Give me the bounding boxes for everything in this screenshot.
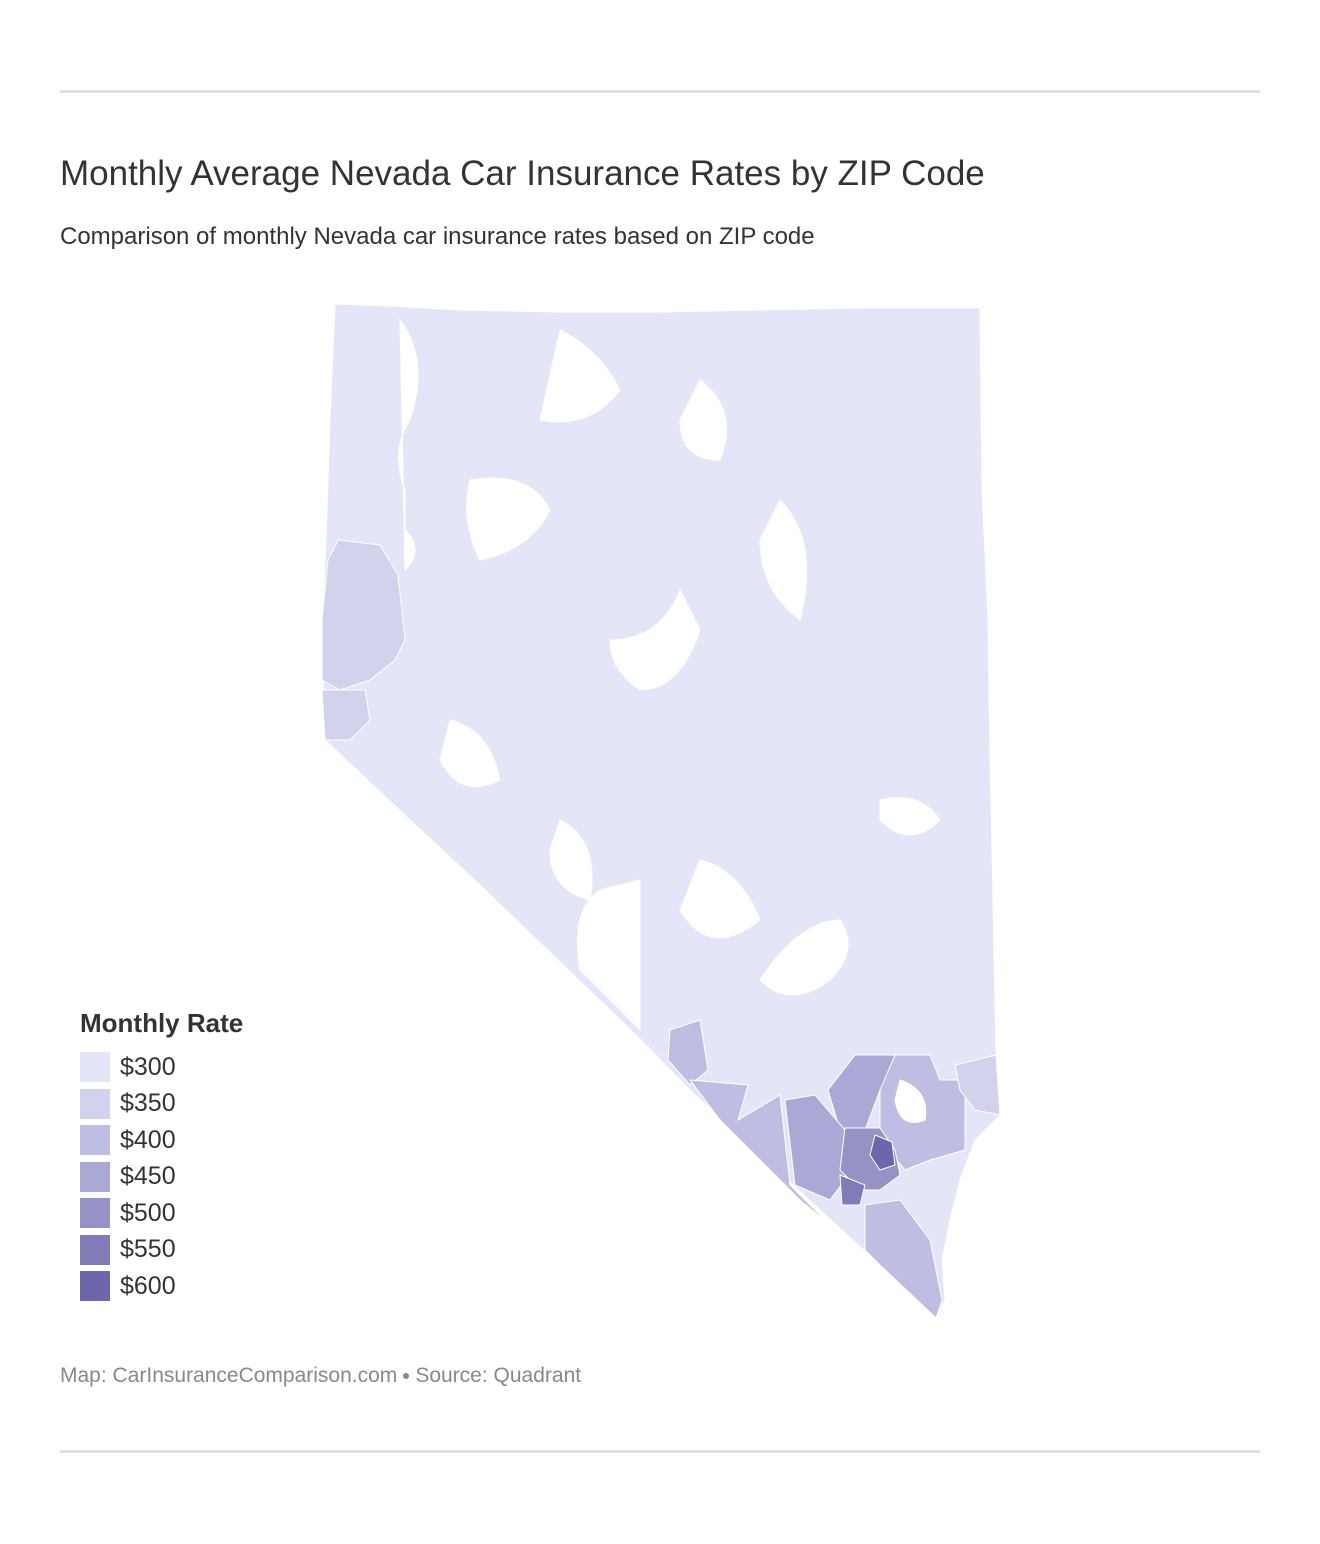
credit: Map: CarInsuranceComparison.com [60, 1364, 398, 1387]
legend-swatch [80, 1052, 110, 1083]
legend-item: $500 [80, 1195, 243, 1232]
legend-label: $350 [120, 1089, 176, 1118]
region [864, 1199, 943, 1319]
title: Monthly Average Nevada Car Insurance Rat… [60, 154, 985, 193]
footer: Map: CarInsuranceComparison.com Source: Q… [60, 1364, 581, 1388]
subtitle: Comparison of monthly Nevada car insuran… [60, 223, 815, 250]
source: Source: Quadrant [415, 1364, 582, 1387]
legend-item: $350 [80, 1086, 243, 1123]
legend-item: $450 [80, 1159, 243, 1196]
legend-label: $500 [120, 1198, 176, 1227]
separator [403, 1373, 410, 1380]
region [667, 1019, 709, 1086]
legend-label: $600 [120, 1271, 176, 1300]
legend: Monthly Rate $300 $350 $400 $450 $500 $550 $60… [80, 1008, 243, 1305]
legend-swatch [80, 1125, 110, 1156]
legend-label: $300 [120, 1052, 176, 1081]
no-data [398, 318, 941, 1123]
legend-label: $550 [120, 1235, 176, 1264]
legend-item: $550 [80, 1232, 243, 1269]
legend-label: $450 [120, 1162, 176, 1191]
region [839, 1174, 866, 1206]
legend-items: $300 $350 $400 $450 $500 $550 $600 [80, 1049, 243, 1305]
legend-swatch [80, 1088, 110, 1119]
legend-swatch [80, 1198, 110, 1229]
legend-item: $400 [80, 1122, 243, 1159]
legend-label: $400 [120, 1125, 176, 1154]
legend-item: $600 [80, 1268, 243, 1305]
legend-swatch [80, 1234, 110, 1265]
region [954, 1054, 1001, 1116]
legend-swatch [80, 1161, 110, 1192]
legend-swatch [80, 1271, 110, 1302]
region [321, 539, 406, 691]
region [688, 1079, 831, 1226]
region [869, 1134, 896, 1171]
bottom-rule [60, 1450, 1260, 1453]
legend-title: Monthly Rate [80, 1008, 244, 1038]
top-rule [60, 90, 1260, 93]
region [321, 689, 371, 741]
legend-item: $300 [80, 1049, 243, 1086]
